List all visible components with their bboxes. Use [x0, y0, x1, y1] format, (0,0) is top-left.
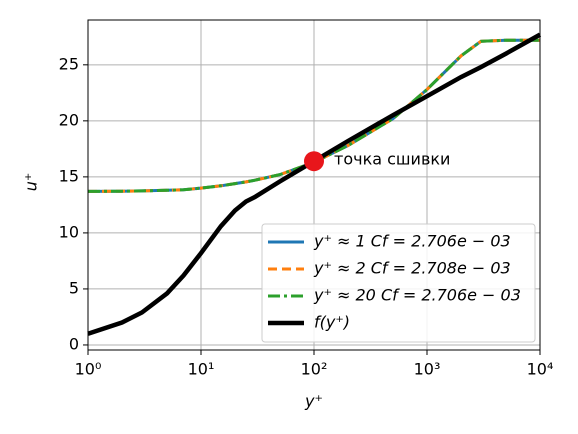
x-tick-label: 10³: [414, 360, 441, 379]
y-tick-label: 10: [59, 222, 79, 241]
x-axis-label: y⁺: [304, 392, 323, 411]
y-tick-label: 5: [69, 278, 79, 297]
legend-label: f(y⁺): [314, 313, 350, 332]
annotation-text: точка сшивки: [334, 150, 450, 169]
x-tick-label: 10²: [301, 360, 328, 379]
legend-box: [261, 223, 536, 343]
y-tick-label: 15: [59, 166, 79, 185]
series-line: [87, 32, 542, 336]
x-tick-label: 10¹: [188, 360, 215, 379]
legend-label: y⁺ ≈ 1 Cf = 2.706e − 03: [313, 232, 511, 251]
series-line: [87, 38, 540, 193]
y-tick-label: 0: [69, 334, 79, 353]
plot-frame: [87, 19, 541, 351]
y-axis-label: u⁺: [22, 173, 41, 192]
legend-label: y⁺ ≈ 2 Cf = 2.708e − 03: [313, 259, 511, 278]
x-tick-label: 10⁰: [75, 360, 102, 379]
y-tick-label: 20: [59, 110, 79, 129]
x-tick-label: 10⁴: [527, 360, 554, 379]
series-line: [87, 38, 540, 193]
annotation-marker: [304, 151, 324, 172]
legend-label: y⁺ ≈ 20 Cf = 2.706e − 03: [313, 286, 521, 305]
y-tick-label: 25: [59, 54, 79, 73]
